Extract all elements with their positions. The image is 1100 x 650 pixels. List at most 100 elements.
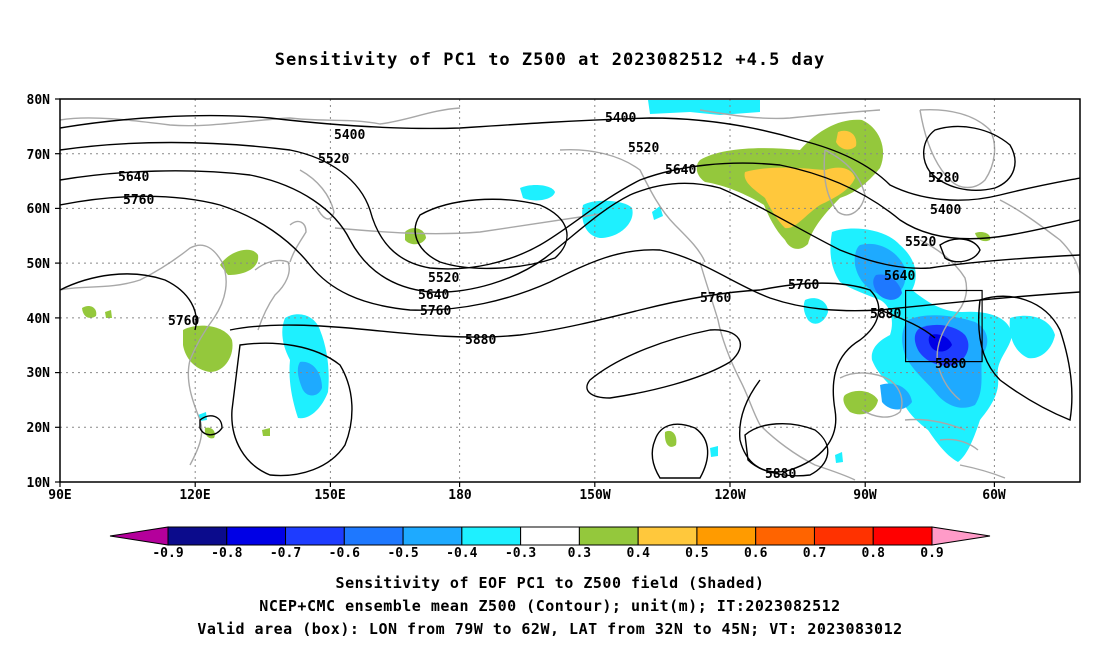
contour-label: 5760 (420, 304, 451, 319)
map-frame (59, 98, 1081, 483)
contour-5880-small-1 (199, 415, 223, 436)
lat-tick-label: 80N (27, 93, 51, 108)
colorbar-swatch (285, 526, 345, 546)
lat-tick-label: 60N (27, 202, 51, 217)
lat-axis: 80N 70N 60N 50N 40N 30N 20N 10N (27, 93, 51, 491)
colorbar-swatch (402, 526, 463, 546)
lat-tick-label: 10N (27, 476, 51, 491)
shade-caribbean-negative (880, 383, 912, 410)
coast-kamchatka (299, 169, 335, 220)
shade-ena-right (1009, 315, 1055, 359)
colorbar-label: -0.9 (152, 546, 183, 561)
contour-5760-asia (60, 273, 197, 331)
contour-label: 5640 (118, 170, 149, 185)
colorbar-label: 0.7 (803, 546, 826, 561)
shade-asia-pos-2 (220, 249, 259, 275)
contour-label: 5880 (870, 307, 901, 322)
contour-label: 5760 (168, 314, 199, 329)
contour-labels: 5400 5400 5520 5520 5640 5640 5760 5280 … (118, 111, 966, 482)
contour-5880-pac-low (651, 423, 709, 479)
contour-label: 5640 (418, 288, 449, 303)
colorbar: -0.9 -0.8 -0.7 -0.6 -0.5 -0.4 -0.3 0.3 0… (109, 526, 991, 561)
lat-tick-label: 40N (27, 312, 51, 327)
shade-asia-pos-1 (183, 325, 233, 372)
colorbar-low-arrow (109, 526, 169, 546)
valid-area-box (904, 289, 983, 363)
shade-canada-yellow (744, 167, 855, 229)
lon-axis: 90E 120E 150E 180 150W 120W 90W 60W (48, 488, 1006, 503)
colorbar-labels: -0.9 -0.8 -0.7 -0.6 -0.5 -0.4 -0.3 0.3 0… (152, 546, 943, 561)
contour-label: 5880 (765, 467, 796, 482)
colorbar-swatch (461, 526, 522, 546)
shade-ena-deep (873, 274, 902, 300)
shade-npac-neg-1 (520, 184, 555, 201)
colorbar-swatch (343, 526, 404, 546)
contour-label: 5520 (628, 141, 659, 156)
contour-5760-main (60, 195, 1080, 312)
shade-asia-pos-5 (105, 310, 112, 318)
contour-label: 5760 (788, 278, 819, 293)
contour-label: 5760 (700, 291, 731, 306)
contour-5520-main (60, 141, 1080, 270)
colorbar-label: 0.6 (744, 546, 768, 561)
contour-5760-east (879, 309, 936, 339)
contour-label: 5880 (935, 357, 966, 372)
shade-npac-neg-2 (582, 200, 633, 238)
colorbar-swatch (813, 526, 874, 546)
lon-tick-label: 90W (853, 488, 877, 503)
contour-5520-pacific-closed (414, 198, 568, 270)
contour-label: 5400 (605, 111, 636, 126)
shade-pac-pos-1 (664, 430, 677, 447)
lon-tick-marks (59, 482, 996, 487)
coast-korea-japan (254, 220, 307, 331)
shade-pac-neg-2 (835, 452, 843, 463)
coast-east-asia (60, 244, 227, 466)
colorbar-label: 0.3 (568, 546, 591, 561)
contour-5640-main (60, 170, 1080, 293)
caption-shading: Sensitivity of EOF PC1 to Z500 field (Sh… (335, 574, 765, 592)
lon-tick-label: 120W (714, 488, 745, 503)
coast-mexico (759, 424, 856, 481)
colorbar-swatch (696, 526, 757, 546)
lat-tick-marks (55, 98, 60, 483)
lon-tick-label: 150W (579, 488, 610, 503)
caption-contour: NCEP+CMC ensemble mean Z500 (Contour); u… (259, 597, 841, 615)
coast-alaska (559, 148, 706, 263)
shade-gulf-negative (803, 298, 828, 324)
colorbar-swatch (167, 526, 228, 546)
map-title: Sensitivity of PC1 to Z500 at 2023082512… (274, 50, 826, 70)
shade-npac-neg-3 (652, 206, 663, 220)
colorbar-swatch (578, 526, 639, 546)
shade-asia-pos-4 (82, 305, 97, 318)
lon-tick-label: 180 (448, 488, 472, 503)
lon-tick-label: 60W (982, 488, 1006, 503)
coast-hudson (823, 149, 866, 216)
caption-valid-area: Valid area (box): LON from 79W to 62W, L… (197, 620, 903, 638)
coast-atlantic-ne (999, 199, 1080, 276)
shade-asia-pos-7 (262, 428, 270, 436)
colorbar-swatch (226, 526, 287, 546)
colorbar-label: 0.4 (626, 546, 650, 561)
shade-wpac-mid (297, 361, 322, 396)
contour-5880-mexico (738, 282, 880, 473)
contour-5880-atlantic (978, 295, 1073, 421)
lat-tick-label: 30N (27, 366, 51, 381)
contour-label: 5880 (465, 333, 496, 348)
contour-5880-wpac (231, 342, 353, 477)
shade-asia-pos-6 (204, 427, 215, 439)
colorbar-label: -0.7 (270, 546, 301, 561)
colorbar-label: -0.8 (211, 546, 242, 561)
coast-siberia (60, 107, 461, 127)
contour-5280-closed (923, 125, 1016, 191)
lon-tick-label: 90E (48, 488, 71, 503)
lon-tick-label: 120E (179, 488, 210, 503)
contour-5400-closed (939, 238, 981, 263)
coast-caribbean (904, 418, 979, 451)
contour-label: 5400 (930, 203, 961, 218)
lon-tick-label: 150E (314, 488, 345, 503)
colorbar-high-arrow (931, 526, 991, 546)
colorbar-label: -0.5 (387, 546, 418, 561)
contour-label: 5280 (928, 171, 959, 186)
contour-label: 5400 (334, 128, 365, 143)
